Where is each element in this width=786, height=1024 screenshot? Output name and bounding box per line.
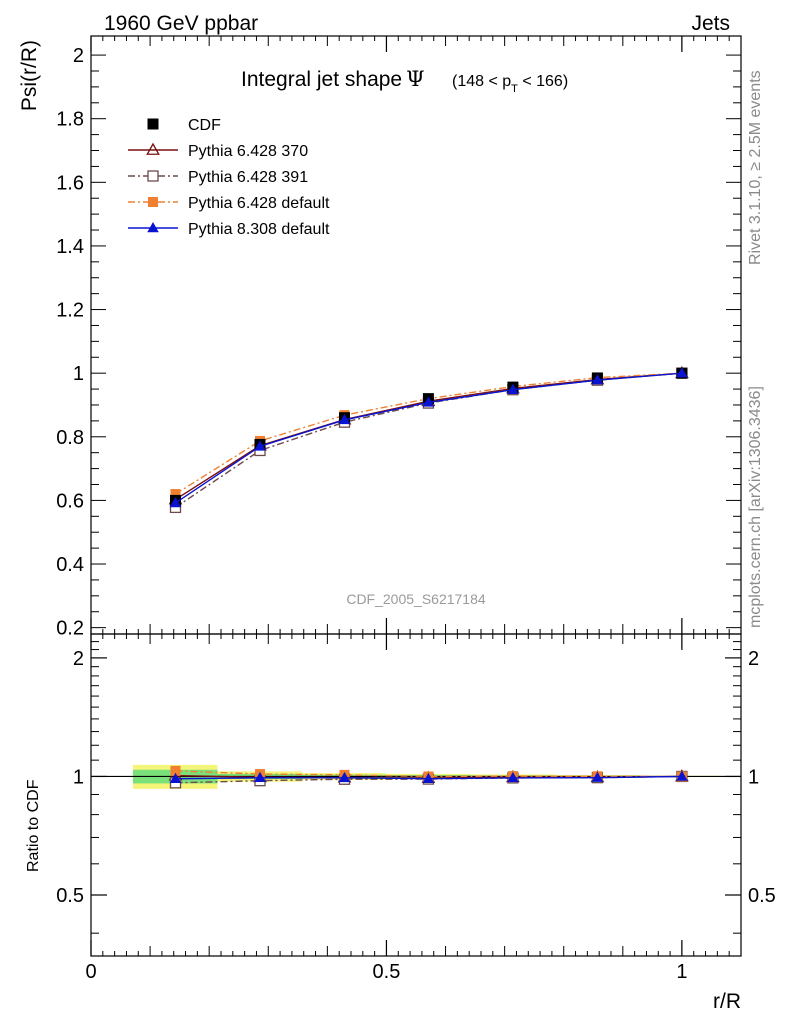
data-point [591,374,604,385]
main-series-group [168,365,689,514]
ratio-data-point [422,772,435,783]
legend-item-pythia-6-428-370: Pythia 6.428 370 [128,142,308,160]
x-tick-label: 1 [676,961,687,983]
header-process-label: Jets [691,12,730,35]
data-point [676,367,688,378]
ratio-data-point [170,765,181,776]
legend-marker [146,142,160,155]
y-tick-label: 1.4 [56,236,84,258]
x-tick-label: 0 [85,961,96,983]
ratio-data-point [169,772,182,783]
legend-marker [147,222,159,233]
data-point [254,440,266,451]
y-tick-label: 2 [73,45,84,67]
ratio-y-tick-label-right: 1 [748,766,759,788]
data-point [507,383,519,394]
legend-label: CDF [188,117,221,134]
series-pythia-6-428-default [170,368,687,500]
legend: CDF Pythia 6.428 370 Pythia 6.428 391 Pythi… [128,117,330,238]
series-pythia-8-308-default [169,367,688,508]
axis-ticks [90,36,741,956]
ratio-data-point [338,771,351,783]
ratio-series-group [168,765,689,789]
y-tick-label: 0.2 [56,618,84,640]
legend-item-pythia-8-308-default: Pythia 8.308 default [128,221,330,238]
legend-item-pythia-6-428-391: Pythia 6.428 391 [128,169,308,186]
series-line [175,372,682,495]
data-point [170,489,181,500]
ratio-axis-label: Ratio to CDF [25,779,42,872]
chart-title-range: (148 < pT < 166) [452,73,568,95]
ratio-y-tick-label: 0.5 [56,885,84,907]
y-axis-label: Psi(r/R) [18,40,41,111]
header-energy-label: 1960 GeV ppbar [104,12,258,35]
legend-marker [147,118,159,130]
data-point [422,396,435,407]
y-tick-label: 0.4 [56,554,84,576]
legend-label: Pythia 6.428 391 [188,169,308,186]
x-tick-label: 0.5 [373,961,401,983]
ratio-y-tick-label-right: 2 [748,648,759,670]
y-tick-label: 1.6 [56,172,84,194]
y-tick-label: 0.6 [56,490,84,512]
ratio-y-tick-label: 1 [73,766,84,788]
ratio-data-point [254,771,266,783]
legend-item-pythia-6-428-default: Pythia 6.428 default [128,195,330,212]
y-tick-label: 1.2 [56,300,84,322]
data-point [338,413,351,425]
rivet-version-label: Rivet 3.1.10, ≥ 2.5M events [747,70,764,265]
series-line [175,372,682,501]
ratio-y-tick-label: 2 [73,648,84,670]
series-cdf [170,367,688,506]
x-axis-label: r/R [713,990,741,1013]
ratio-series-pythia-8-308-default [169,770,688,783]
ratio-data-point [591,771,604,782]
analysis-watermark: CDF_2005_S6217184 [346,591,486,607]
ratio-data-point [507,771,519,783]
legend-item-cdf: CDF [147,117,221,134]
y-tick-label: 1 [73,363,84,385]
legend-marker [148,197,158,207]
chart-title: Integral jet shape Ψ [241,67,425,91]
axis-tick-labels: 0 0.5 1 0.2 0.4 0.6 0.8 1 1.2 1.4 1.6 1.8 2 0.5 0.5 1 1 2… [56,45,776,983]
ratio-y-tick-label-right: 0.5 [748,885,776,907]
series-pythia-6-428-391 [169,367,688,514]
y-tick-label: 1.8 [56,109,84,131]
ratio-data-point [676,770,688,781]
series-pythia-6-428-370 [168,365,689,505]
data-point [169,496,182,508]
legend-label: Pythia 6.428 370 [188,143,308,160]
y-tick-label: 0.8 [56,427,84,449]
mcplots-credit-label: mcplots.cern.ch [arXiv:1306.3436] [747,386,764,628]
series-line [175,372,682,504]
legend-marker [147,170,159,182]
legend-label: Pythia 8.308 default [188,221,330,238]
ratio-panel-frame [90,633,742,957]
legend-label: Pythia 6.428 default [188,195,330,212]
